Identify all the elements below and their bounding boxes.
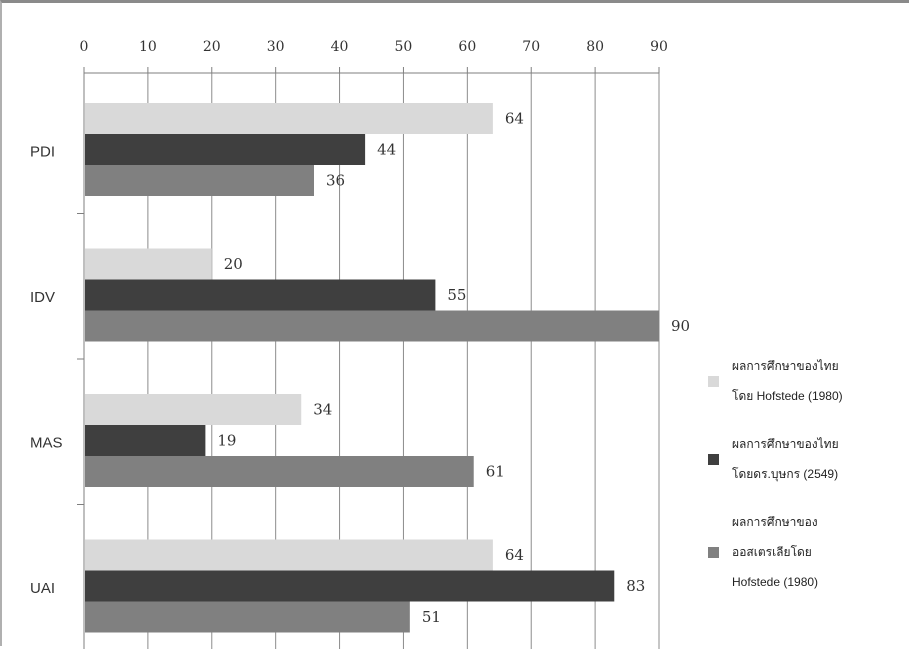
legend-label: ผลการศึกษาของ ออสเตรเลียโดย Hofstede (19… <box>732 515 819 589</box>
data-label: 44 <box>377 141 396 159</box>
data-label: 36 <box>326 172 345 190</box>
data-label: 61 <box>486 463 505 481</box>
bar <box>85 103 493 134</box>
category-label: UAI <box>30 580 55 597</box>
legend-swatch <box>708 547 719 558</box>
x-tick-label: 70 <box>522 39 540 55</box>
bar <box>85 570 615 602</box>
labels: 0 10 20 30 40 50 60 70 80 90 PDI 64 44 36 IDV 20 55 90 MAS… <box>30 39 690 626</box>
bar <box>85 165 314 196</box>
bar <box>85 310 659 342</box>
legend-item: ผลการศึกษาของไทย โดยดร.บุษกร (2549) <box>708 429 903 489</box>
bar <box>85 425 206 456</box>
legend-label: ผลการศึกษาของไทย โดย Hofstede (1980) <box>732 359 843 403</box>
data-label: 90 <box>671 317 690 335</box>
x-tick-label: 50 <box>395 39 413 55</box>
x-tick-label: 20 <box>203 39 221 55</box>
bar <box>85 456 474 487</box>
legend-item: ผลการศึกษาของ ออสเตรเลียโดย Hofstede (19… <box>708 507 903 597</box>
bars <box>85 103 659 633</box>
data-label: 19 <box>217 432 236 450</box>
x-tick-label: 60 <box>458 39 476 55</box>
x-tick-label: 90 <box>650 39 668 55</box>
x-tick-label: 80 <box>586 39 604 55</box>
category-label: MAS <box>30 435 63 452</box>
x-tick-label: 0 <box>80 39 89 55</box>
x-tick-label: 40 <box>331 39 349 55</box>
data-label: 51 <box>422 608 441 626</box>
bar <box>85 601 410 633</box>
x-tick-label: 10 <box>139 39 157 55</box>
bar <box>85 248 212 280</box>
data-label: 64 <box>505 546 524 564</box>
data-label: 20 <box>224 255 243 273</box>
legend-label: ผลการศึกษาของไทย โดยดร.บุษกร (2549) <box>732 437 839 481</box>
axes <box>77 67 660 649</box>
data-label: 34 <box>313 401 332 419</box>
bar-chart: 0 10 20 30 40 50 60 70 80 90 PDI 64 44 36 IDV 20 55 90 MAS… <box>30 39 690 649</box>
bar <box>85 134 366 165</box>
x-tick-label: 30 <box>267 39 285 55</box>
legend-item: ผลการศึกษาของไทย โดย Hofstede (1980) <box>708 351 903 411</box>
category-label: PDI <box>30 144 55 161</box>
bar <box>85 279 436 311</box>
category-label: IDV <box>30 289 55 306</box>
bar <box>85 539 493 571</box>
data-label: 83 <box>626 577 645 595</box>
legend: ผลการศึกษาของไทย โดย Hofstede (1980) ผลกา… <box>708 351 903 615</box>
legend-swatch <box>708 376 719 387</box>
data-label: 55 <box>447 286 466 304</box>
data-label: 64 <box>505 110 524 128</box>
legend-swatch <box>708 454 719 465</box>
bar <box>85 394 302 425</box>
